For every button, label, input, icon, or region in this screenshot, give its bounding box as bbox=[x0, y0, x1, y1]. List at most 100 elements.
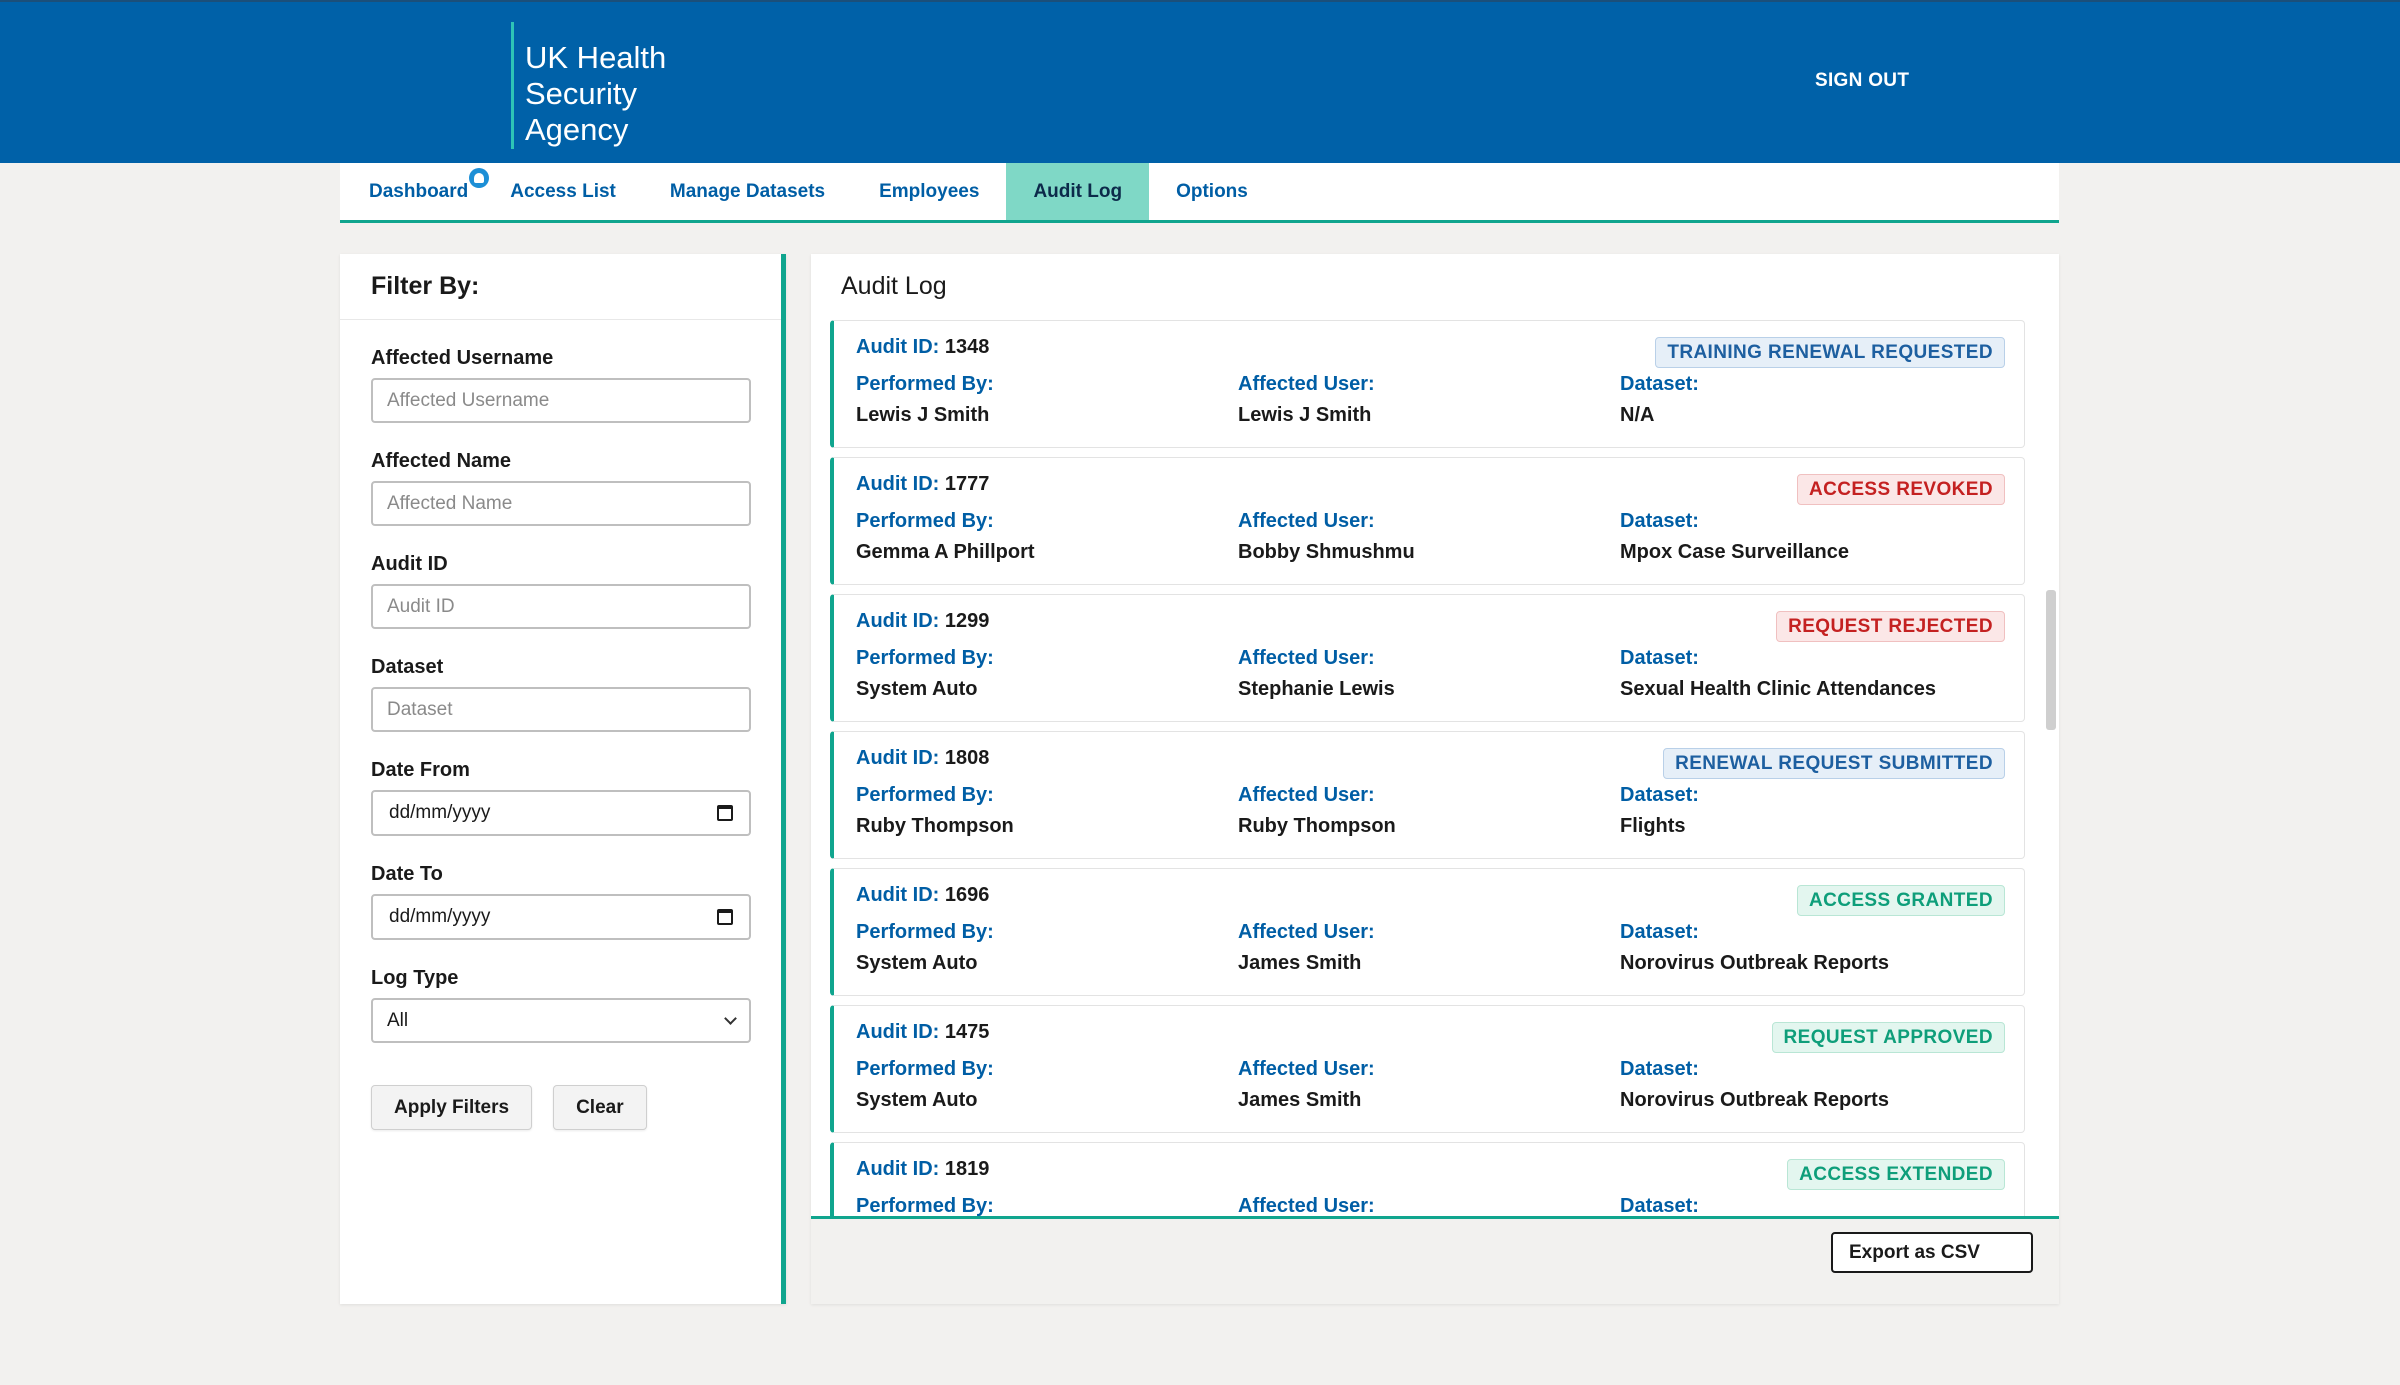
audit-entry[interactable]: Audit ID: 1819 ACCESS EXTENDED Performed… bbox=[830, 1142, 2025, 1216]
audit-id-value: 1475 bbox=[944, 1021, 990, 1043]
tab-employees[interactable]: Employees bbox=[852, 163, 1006, 220]
performed-by: Performed By: Ruby Thompson bbox=[856, 784, 1238, 838]
affected-user-value: Ruby Thompson bbox=[1238, 815, 1396, 837]
logo-line-3: Agency bbox=[525, 112, 629, 147]
audit-id-label: Audit ID: bbox=[856, 747, 940, 769]
performed-by-value: Gemma A Phillport bbox=[856, 541, 1035, 563]
audit-id-value: 1348 bbox=[944, 336, 990, 358]
affected-user: Affected User: Ruby Thompson bbox=[1238, 784, 1620, 838]
dataset-label: Dataset bbox=[371, 656, 444, 678]
filter-title: Filter By: bbox=[340, 254, 781, 320]
status-badge: ACCESS GRANTED bbox=[1796, 885, 2005, 916]
dataset-label: Dataset: bbox=[1620, 510, 1699, 532]
logo-line-1: UK Health bbox=[525, 40, 667, 75]
audit-log-footer: Export as CSV bbox=[811, 1216, 2059, 1304]
calendar-icon[interactable] bbox=[717, 805, 733, 821]
affected-user-label: Affected User: bbox=[1238, 1195, 1375, 1216]
clear-button[interactable]: Clear bbox=[553, 1085, 647, 1130]
audit-entry[interactable]: Audit ID: 1475 REQUEST APPROVED Performe… bbox=[830, 1005, 2025, 1133]
audit-id: Audit ID: 1819 bbox=[856, 1158, 2002, 1181]
audit-id: Audit ID: 1299 bbox=[856, 610, 2002, 633]
affected-user-value: Stephanie Lewis bbox=[1238, 678, 1395, 700]
tab-label: Dashboard bbox=[369, 180, 469, 202]
affected-user-label: Affected User: bbox=[1238, 921, 1375, 943]
audit-entry[interactable]: Audit ID: 1299 REQUEST REJECTED Performe… bbox=[830, 594, 2025, 722]
audit-entry[interactable]: Audit ID: 1696 ACCESS GRANTED Performed … bbox=[830, 868, 2025, 996]
chevron-down-icon bbox=[724, 1011, 737, 1025]
logo-line-2: Security bbox=[525, 76, 637, 111]
audit-entry[interactable]: Audit ID: 1777 ACCESS REVOKED Performed … bbox=[830, 457, 2025, 585]
dataset-input[interactable] bbox=[371, 687, 751, 732]
date-from-label: Date From bbox=[371, 759, 470, 781]
date-from-input[interactable]: dd/mm/yyyy bbox=[371, 790, 751, 836]
tab-label: Access List bbox=[510, 180, 616, 202]
audit-id: Audit ID: 1348 bbox=[856, 336, 2002, 359]
tab-access-list[interactable]: Access List bbox=[496, 163, 643, 220]
status-badge: REQUEST REJECTED bbox=[1776, 611, 2005, 642]
dataset-value: N/A bbox=[1620, 404, 1655, 426]
audit-entry[interactable]: Audit ID: 1808 RENEWAL REQUEST SUBMITTED… bbox=[830, 731, 2025, 859]
log-type-value: All bbox=[387, 1009, 409, 1031]
dataset-label: Dataset: bbox=[1620, 647, 1699, 669]
dataset: Dataset: N/A bbox=[1620, 373, 2002, 427]
affected-user-value: James Smith bbox=[1238, 1089, 1362, 1111]
date-to-input[interactable]: dd/mm/yyyy bbox=[371, 894, 751, 940]
performed-by-value: Lewis J Smith bbox=[856, 404, 990, 426]
performed-by-label: Performed By: bbox=[856, 647, 994, 669]
tab-options[interactable]: Options bbox=[1149, 163, 1275, 220]
affected-username-input[interactable] bbox=[371, 378, 751, 423]
audit-id-value: 1299 bbox=[944, 610, 990, 632]
audit-log-panel: Audit Log Audit ID: 1348 TRAINING RENEWA… bbox=[811, 254, 2059, 1304]
tab-audit-log[interactable]: Audit Log bbox=[1006, 163, 1150, 220]
date-to-value: dd/mm/yyyy bbox=[389, 906, 491, 927]
affected-user: Affected User: James Smith bbox=[1238, 921, 1620, 975]
audit-log-title: Audit Log bbox=[811, 254, 2059, 320]
affected-name-label: Affected Name bbox=[371, 450, 512, 472]
affected-name-input[interactable] bbox=[371, 481, 751, 526]
dataset: Dataset: Norovirus Outbreak Reports bbox=[1620, 1058, 2002, 1112]
calendar-icon[interactable] bbox=[717, 909, 733, 925]
affected-user-label: Affected User: bbox=[1238, 784, 1375, 806]
tab-label: Options bbox=[1176, 180, 1248, 202]
tab-dashboard[interactable]: Dashboard bbox=[340, 163, 496, 220]
affected-user-value: Bobby Shmushmu bbox=[1238, 541, 1415, 563]
affected-user-label: Affected User: bbox=[1238, 373, 1375, 395]
status-badge: ACCESS EXTENDED bbox=[1787, 1159, 2005, 1190]
performed-by-value: System Auto bbox=[856, 952, 978, 974]
audit-id-label: Audit ID: bbox=[856, 336, 940, 358]
audit-id: Audit ID: 1696 bbox=[856, 884, 2002, 907]
dataset-value: Norovirus Outbreak Reports bbox=[1620, 1089, 1889, 1111]
affected-user: Affected User: Stephanie Lewis bbox=[1238, 647, 1620, 701]
dataset: Dataset: Mpox Case Surveillance bbox=[1620, 510, 2002, 564]
tab-manage-datasets[interactable]: Manage Datasets bbox=[643, 163, 852, 220]
performed-by: Performed By: bbox=[856, 1195, 1238, 1216]
dataset-label: Dataset: bbox=[1620, 921, 1699, 943]
date-to-label: Date To bbox=[371, 863, 443, 885]
main-nav: Dashboard Access List Manage Datasets Em… bbox=[340, 163, 2059, 223]
performed-by-value: System Auto bbox=[856, 678, 978, 700]
ukhsa-logo[interactable]: UK Health Security Agency bbox=[511, 22, 666, 149]
audit-log-list[interactable]: Audit ID: 1348 TRAINING RENEWAL REQUESTE… bbox=[811, 320, 2059, 1216]
apply-filters-button[interactable]: Apply Filters bbox=[371, 1085, 533, 1130]
sign-out-button[interactable]: SIGN OUT bbox=[1815, 70, 1910, 91]
scrollbar[interactable] bbox=[2046, 320, 2056, 1216]
dataset-value: Mpox Case Surveillance bbox=[1620, 541, 1849, 563]
affected-user: Affected User: bbox=[1238, 1195, 1620, 1216]
status-badge: TRAINING RENEWAL REQUESTED bbox=[1655, 337, 2005, 368]
affected-user: Affected User: Lewis J Smith bbox=[1238, 373, 1620, 427]
audit-id-input[interactable] bbox=[371, 584, 751, 629]
export-csv-button[interactable]: Export as CSV bbox=[1831, 1232, 2033, 1273]
audit-id-value: 1696 bbox=[944, 884, 990, 906]
audit-id: Audit ID: 1808 bbox=[856, 747, 2002, 770]
date-from-value: dd/mm/yyyy bbox=[389, 802, 491, 823]
audit-id-value: 1819 bbox=[944, 1158, 990, 1180]
audit-id-label: Audit ID: bbox=[856, 1021, 940, 1043]
audit-id-label: Audit ID bbox=[371, 553, 448, 575]
status-badge: RENEWAL REQUEST SUBMITTED bbox=[1663, 748, 2005, 779]
dataset: Dataset: bbox=[1620, 1195, 2002, 1216]
scrollbar-thumb[interactable] bbox=[2046, 590, 2056, 730]
log-type-select[interactable]: All bbox=[371, 998, 751, 1043]
audit-entry[interactable]: Audit ID: 1348 TRAINING RENEWAL REQUESTE… bbox=[830, 320, 2025, 448]
dataset-value: Flights bbox=[1620, 815, 1686, 837]
affected-user: Affected User: James Smith bbox=[1238, 1058, 1620, 1112]
